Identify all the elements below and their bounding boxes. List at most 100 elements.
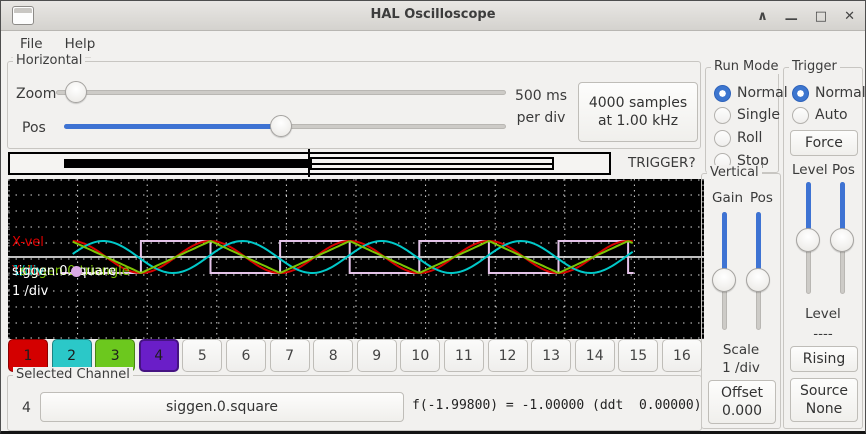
window-controls: ∧ — □ ✕ <box>757 1 855 31</box>
samples-count: 4000 samples <box>588 94 688 111</box>
trigger-pos-handle[interactable] <box>830 227 854 252</box>
force-button[interactable]: Force <box>790 130 858 156</box>
channel-14-button[interactable]: 14 <box>574 339 615 372</box>
vertical-pos-slider-label: Pos <box>750 190 773 206</box>
run-mode-group: Run Mode Normal Single Roll Stop <box>705 59 788 173</box>
channel-11-button[interactable]: 11 <box>443 339 484 372</box>
close-icon[interactable]: ✕ <box>844 8 855 24</box>
channel-5-button[interactable]: 5 <box>182 339 223 372</box>
horizontal-group: Horizontal Zoom Pos 500 ms per div 4000 … <box>7 53 701 149</box>
vertical-gain-fill <box>721 212 727 280</box>
trigger-source-button[interactable]: Source None <box>790 378 858 422</box>
vertical-gain-handle[interactable] <box>712 268 736 293</box>
vertical-group-label: Vertical <box>707 165 762 180</box>
zoom-slider-handle[interactable] <box>64 81 87 103</box>
radio-icon <box>714 106 731 124</box>
vertical-pos-fill <box>755 212 761 280</box>
trigger-auto-radio[interactable]: Auto <box>792 105 848 125</box>
radio-icon <box>792 106 809 124</box>
pos-label: Pos <box>22 120 46 136</box>
channel-10-button[interactable]: 10 <box>400 339 441 372</box>
channel-16-button[interactable]: 16 <box>661 339 702 372</box>
channel-3-button[interactable]: 3 <box>95 339 136 372</box>
minimize-icon[interactable]: — <box>784 11 798 27</box>
run-mode-normal-radio[interactable]: Normal <box>714 83 788 103</box>
vertical-scale-value: 1 /div <box>722 360 760 376</box>
selected-channel-group: Selected Channel 4 siggen.0.square f(-1.… <box>7 367 702 431</box>
radio-icon <box>714 129 731 147</box>
offset-caption: Offset <box>720 384 764 401</box>
horizontal-pos-slider[interactable] <box>64 112 506 140</box>
vertical-pos-slider[interactable] <box>746 212 770 330</box>
scope-svg <box>8 179 704 339</box>
offset-value: 0.000 <box>721 403 763 419</box>
trigger-level-value: ---- <box>813 326 833 342</box>
trigger-group: Trigger Normal Auto Force Level Pos Leve… <box>783 59 866 429</box>
vertical-scale-caption: Scale <box>722 342 760 358</box>
trigger-normal-radio[interactable]: Normal <box>792 83 866 103</box>
zoom-label: Zoom <box>16 86 57 102</box>
trigger-level-slider-label: Level <box>792 162 828 178</box>
scope-ghost-cyan-label: 1/div <box>12 264 45 279</box>
horizontal-group-label: Horizontal <box>13 53 86 68</box>
offset-button[interactable]: Offset 0.000 <box>708 380 776 424</box>
samples-button[interactable]: 4000 samples at 1.00 kHz <box>578 82 698 142</box>
menu-help[interactable]: Help <box>64 36 96 52</box>
pos-slider-fill <box>64 123 281 129</box>
trigger-level-fill <box>805 182 811 239</box>
channel-row: 1 2 3 4 5 6 7 8 9 10 11 12 13 14 15 16 <box>8 339 708 373</box>
trigger-source-caption: Source <box>799 382 849 399</box>
pos-slider-handle[interactable] <box>269 115 292 137</box>
run-mode-single-label: Single <box>737 107 781 123</box>
trigger-level-slider[interactable] <box>796 182 820 294</box>
scope-ghost-red-label: Y-div <box>12 264 43 279</box>
samples-rate: at 1.00 kHz <box>597 113 679 129</box>
trigger-edge-button[interactable]: Rising <box>790 346 858 372</box>
run-mode-roll-radio[interactable]: Roll <box>714 128 762 148</box>
vertical-gain-slider-label: Gain <box>712 190 744 206</box>
channel-8-button[interactable]: 8 <box>313 339 354 372</box>
channel-7-button[interactable]: 7 <box>269 339 310 372</box>
channel-12-button[interactable]: 12 <box>487 339 528 372</box>
vertical-gain-slider[interactable] <box>712 212 736 330</box>
run-mode-group-label: Run Mode <box>711 59 782 74</box>
zoom-slider-track[interactable] <box>56 89 506 95</box>
radio-selected-icon <box>714 84 731 102</box>
trigger-level-handle[interactable] <box>796 227 820 252</box>
horizontal-zoom-slider[interactable] <box>56 78 506 106</box>
run-mode-single-radio[interactable]: Single <box>714 105 780 125</box>
trigger-pos-slider[interactable] <box>830 182 854 294</box>
scope-selected-channel-label: siggen.0.square <box>12 264 116 279</box>
scope-display: X-vel Y-div 1/div siggen.0.triangle sigg… <box>8 179 704 339</box>
time-per-div-caption: per div <box>516 109 566 126</box>
menu-file[interactable]: File <box>20 36 43 52</box>
vertical-pos-handle[interactable] <box>746 268 770 293</box>
record-filled-bar <box>64 159 310 168</box>
channel-15-button[interactable]: 15 <box>618 339 659 372</box>
window-title: HAL Oscilloscope <box>370 7 496 22</box>
scope-channel1-label: X-vel <box>12 235 44 250</box>
selected-channel-marker[interactable] <box>70 265 82 277</box>
channel-9-button[interactable]: 9 <box>356 339 397 372</box>
channel-4-button[interactable]: 4 <box>138 339 179 372</box>
channel-13-button[interactable]: 13 <box>531 339 572 372</box>
shade-icon[interactable]: ∧ <box>757 8 768 24</box>
menubar: File Help <box>1 31 865 57</box>
trigger-group-label: Trigger <box>789 59 840 74</box>
trigger-pos-fill <box>839 182 845 239</box>
trigger-status-label: TRIGGER? <box>628 155 696 171</box>
trigger-source-value: None <box>805 401 843 417</box>
channel-6-button[interactable]: 6 <box>225 339 266 372</box>
app-window-icon <box>12 6 34 25</box>
selected-channel-name-button[interactable]: siggen.0.square <box>40 392 404 422</box>
time-per-div-value: 500 ms <box>514 88 568 104</box>
record-pending-bar <box>310 157 554 170</box>
trigger-normal-label: Normal <box>815 85 866 101</box>
vertical-group: Vertical Gain Pos Scale 1 /div Offset 0.… <box>701 165 781 429</box>
channel-1-button[interactable]: 1 <box>8 339 48 372</box>
titlebar: HAL Oscilloscope ∧ — □ ✕ <box>1 1 865 31</box>
trigger-auto-label: Auto <box>815 107 848 123</box>
trigger-pos-slider-label: Pos <box>832 162 855 178</box>
selected-channel-group-label: Selected Channel <box>13 367 133 382</box>
maximize-icon[interactable]: □ <box>814 8 828 24</box>
